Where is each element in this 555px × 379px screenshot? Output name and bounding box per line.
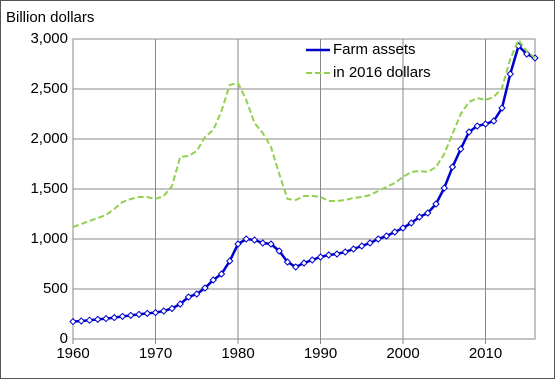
- data-point: [143, 309, 151, 318]
- x-tick-label: 1960: [56, 345, 89, 362]
- data-point: [415, 213, 424, 221]
- y-tick-label: 0: [60, 330, 68, 347]
- data-point: [77, 317, 85, 325]
- data-point: [259, 239, 267, 247]
- x-tick-label: 1970: [139, 345, 172, 362]
- data-point: [283, 258, 292, 266]
- data-point: [424, 209, 432, 217]
- data-point: [193, 290, 201, 298]
- series-line: [72, 38, 536, 228]
- data-point: [358, 242, 366, 250]
- data-point: [391, 228, 399, 236]
- data-point: [457, 145, 465, 153]
- data-point: [407, 219, 415, 227]
- data-point: [102, 314, 110, 323]
- data-point: [151, 308, 160, 317]
- y-tick-label: 2,500: [30, 80, 68, 97]
- data-point: [490, 117, 498, 125]
- data-point: [69, 317, 77, 326]
- data-point: [242, 235, 250, 243]
- x-tick-label: 1980: [221, 345, 254, 362]
- data-point: [448, 163, 457, 171]
- data-point: [209, 276, 217, 284]
- data-point: [160, 307, 168, 315]
- data-point: [168, 304, 176, 313]
- data-point: [333, 250, 341, 258]
- data-point: [473, 122, 481, 130]
- y-axis-label: Billion dollars: [6, 9, 94, 26]
- data-point: [432, 200, 440, 208]
- data-point: [217, 270, 226, 278]
- data-point: [94, 315, 102, 324]
- x-tick-label: 2000: [386, 345, 419, 362]
- data-point: [325, 251, 333, 259]
- data-point: [399, 224, 407, 232]
- data-point: [85, 316, 94, 324]
- legend-label: in 2016 dollars: [333, 64, 431, 81]
- data-point: [341, 248, 349, 256]
- data-point: [316, 253, 325, 261]
- data-point: [498, 104, 506, 112]
- x-tick-label: 2010: [469, 345, 502, 362]
- data-point: [374, 235, 382, 243]
- data-point: [366, 239, 374, 247]
- data-point: [184, 293, 193, 301]
- data-point: [292, 263, 300, 271]
- data-point: [440, 184, 448, 192]
- data-point: [300, 259, 308, 267]
- data-point: [201, 284, 209, 292]
- data-point: [135, 310, 143, 319]
- y-tick-label: 1,500: [30, 180, 68, 197]
- y-tick-label: 1,000: [30, 230, 68, 247]
- data-point: [481, 120, 490, 128]
- data-point: [382, 232, 391, 240]
- x-tick-label: 1990: [304, 345, 337, 362]
- legend-label: Farm assets: [333, 41, 416, 58]
- data-point: [127, 311, 135, 320]
- data-point: [176, 300, 184, 308]
- data-point: [110, 313, 118, 322]
- y-tick-label: 3,000: [30, 30, 68, 47]
- data-point: [506, 70, 514, 78]
- data-point: [234, 240, 242, 248]
- data-point: [250, 236, 259, 244]
- y-tick-label: 500: [43, 280, 68, 297]
- data-point: [118, 312, 127, 321]
- data-point: [465, 128, 473, 136]
- data-point: [267, 240, 275, 248]
- y-tick-label: 2,000: [30, 130, 68, 147]
- data-point: [308, 256, 316, 264]
- data-point: [349, 245, 358, 253]
- data-point: [275, 247, 283, 255]
- data-point: [226, 257, 234, 265]
